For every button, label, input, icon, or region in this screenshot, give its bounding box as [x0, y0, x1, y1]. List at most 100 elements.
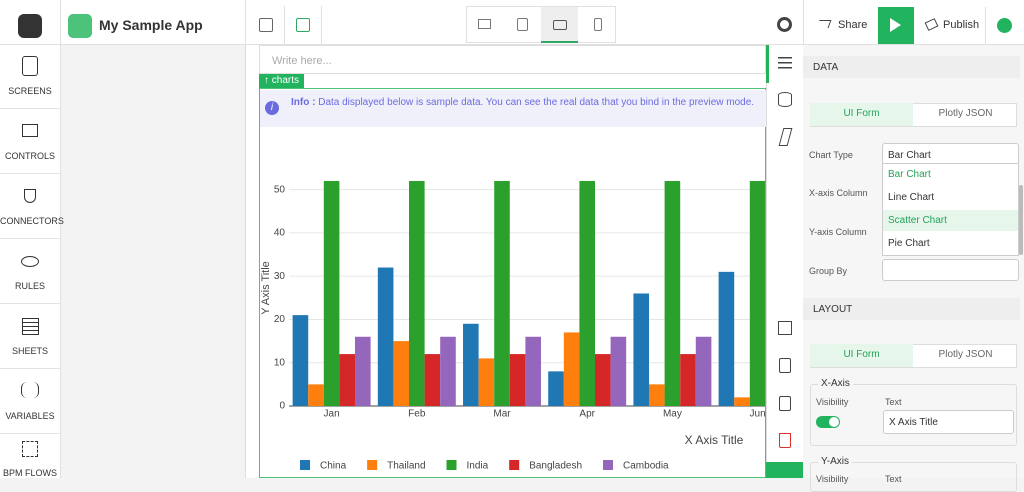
tab-active[interactable]: UI Form [810, 103, 913, 126]
fieldset-title: Y-Axis [818, 456, 852, 467]
field-label: Text [885, 397, 902, 407]
screens-icon[interactable] [22, 56, 38, 76]
device-active[interactable] [541, 7, 578, 43]
bar [463, 323, 479, 406]
help-button[interactable] [766, 462, 803, 478]
properties-icon[interactable] [778, 57, 792, 69]
dropdown-option[interactable]: Bar Chart [888, 169, 931, 180]
tab[interactable]: Plotly JSON [938, 108, 993, 119]
fieldset-title: X-Axis [818, 378, 853, 389]
bar [610, 336, 627, 406]
logo[interactable] [18, 14, 42, 38]
separator [0, 173, 60, 174]
separator [0, 368, 60, 369]
x-tick-label: Apr [579, 409, 595, 420]
bar [494, 180, 510, 406]
y-axis-title: Y Axis Title [260, 261, 272, 315]
x-axis-title: X Axis Title [685, 433, 744, 447]
group-by-select[interactable] [882, 259, 1019, 281]
tab-active[interactable]: UI Form [810, 344, 913, 367]
sidebar-item[interactable]: BPM FLOWS [2, 468, 57, 478]
app-icon [68, 14, 92, 38]
field-label: X-axis Column [809, 188, 868, 198]
x-tick-label: Jun [750, 409, 766, 420]
share-button[interactable]: Share [838, 19, 868, 31]
publish-button[interactable]: Publish [943, 19, 980, 31]
active-indicator [766, 45, 769, 83]
separator [0, 238, 60, 239]
bar [323, 180, 340, 406]
dropdown-option[interactable]: Pie Chart [888, 238, 930, 249]
bar [594, 354, 611, 406]
sidebar-item[interactable]: SHEETS [11, 346, 48, 356]
bar [633, 293, 650, 406]
bar [664, 180, 681, 406]
section-header[interactable]: DATA [803, 56, 1020, 78]
info-icon: i [265, 101, 279, 115]
info-label: Info : [291, 97, 316, 108]
data-icon[interactable] [778, 92, 792, 107]
sidebar-item[interactable]: RULES [14, 281, 45, 291]
layout-icon[interactable] [259, 18, 273, 32]
legend-label: Thailand [387, 461, 425, 472]
text-input[interactable]: X Axis Title [883, 410, 1014, 434]
separator [0, 108, 60, 109]
settings-icon[interactable] [777, 17, 792, 32]
x-tick-label: May [663, 409, 682, 420]
dropdown-option[interactable]: Scatter Chart [883, 210, 1018, 231]
divider [60, 0, 61, 478]
layout-icon[interactable] [296, 18, 310, 32]
field-label: Group By [809, 266, 848, 276]
sidebar-item[interactable]: SCREENS [8, 86, 52, 96]
copy-icon[interactable] [779, 358, 791, 373]
mobile-icon[interactable] [594, 18, 602, 31]
play-icon [890, 18, 901, 32]
sidebar-item[interactable]: CONNECTORS [0, 216, 64, 226]
sidebar-item[interactable]: CONTROLS [4, 151, 55, 161]
field-label: Y-axis Column [809, 227, 867, 237]
rules-icon[interactable] [21, 256, 39, 267]
control-tag[interactable]: ↑ charts [259, 74, 305, 88]
controls-icon[interactable] [22, 124, 38, 137]
dropdown-option[interactable]: Line Chart [888, 192, 935, 203]
add-icon[interactable] [778, 321, 792, 335]
divider [321, 6, 322, 45]
legend-swatch [603, 460, 614, 470]
dropdown-list [882, 163, 1019, 256]
info-text: Info : Data displayed below is sample da… [291, 96, 761, 109]
scrollbar[interactable] [1019, 185, 1023, 255]
tab[interactable]: Plotly JSON [938, 349, 993, 360]
tablet-landscape-icon[interactable] [553, 20, 567, 30]
bar [478, 358, 495, 406]
y-tick-label: 0 [279, 401, 285, 412]
app-name: My Sample App [99, 17, 203, 33]
bar [649, 384, 665, 406]
field-label: Chart Type [809, 150, 853, 160]
field-label: Visibility [816, 397, 849, 407]
x-tick-label: Mar [493, 409, 511, 420]
desktop-icon[interactable] [478, 19, 491, 29]
tablet-icon[interactable] [517, 18, 528, 31]
y-tick-label: 10 [274, 357, 286, 368]
bar [354, 336, 371, 406]
section-header[interactable]: LAYOUT [803, 298, 1020, 320]
info-box [260, 90, 766, 127]
bar [749, 180, 765, 406]
legend-swatch [300, 460, 310, 470]
bar [393, 341, 410, 406]
top-bar [0, 0, 1024, 45]
bpm-icon[interactable] [22, 441, 38, 457]
bar [440, 336, 456, 406]
text-input[interactable]: Write here... [259, 45, 766, 74]
sheets-icon[interactable] [22, 318, 39, 335]
info-message: Data displayed below is sample data. You… [318, 97, 755, 108]
chart-type-select[interactable]: Bar Chart [882, 143, 1019, 165]
bar [718, 271, 735, 406]
variables-icon[interactable] [21, 382, 39, 398]
connectors-icon[interactable] [24, 189, 36, 203]
delete-icon[interactable] [779, 433, 791, 448]
paste-icon[interactable] [779, 396, 791, 411]
sidebar-item[interactable]: VARIABLES [5, 411, 55, 421]
divider [245, 0, 246, 45]
